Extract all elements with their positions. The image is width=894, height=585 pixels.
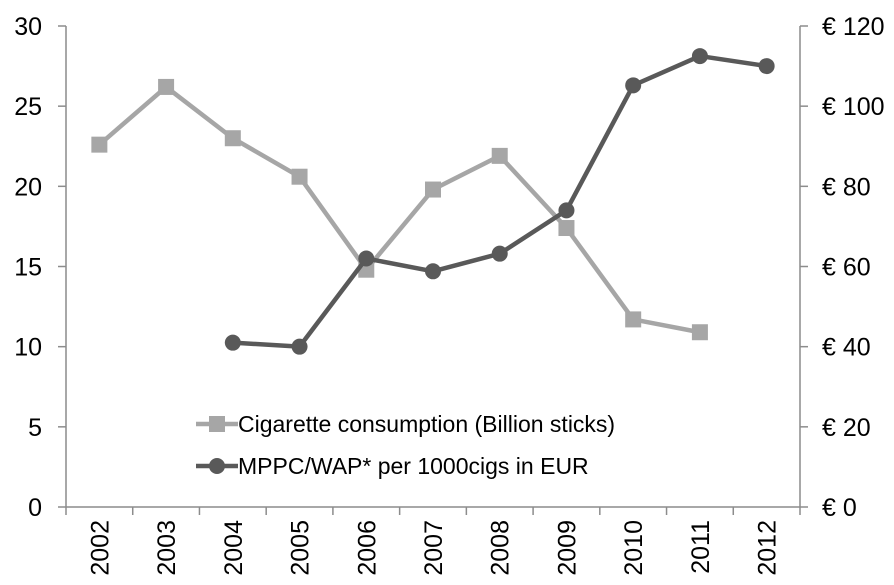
x-tick-label: 2010 [620,520,648,576]
series-line [232,53,767,349]
data-point-circle [425,263,441,280]
axes-layer: 0 5 10 15 20 25 30 € 0 € 20 € 40 € 60 € 80 € 100 € 12… [14,13,884,576]
series-layer [91,48,775,355]
x-tick-label: 2008 [487,520,515,576]
data-point-circle [691,48,708,65]
data-point-circle [358,250,375,267]
data-point-circle [625,77,642,94]
right-y-tick-label: € 0 [822,494,857,522]
left-y-tick-label: 20 [14,173,42,201]
series-cigarette-consumption [91,78,708,341]
data-point-circle [558,202,575,219]
right-y-tick-label: € 100 [822,93,885,121]
x-tick-label: 2007 [420,520,448,576]
x-tick-label: 2012 [754,520,782,576]
data-point-circle [758,58,775,75]
left-y-tick-label: 15 [14,254,42,282]
x-tick-label: 2003 [153,520,181,576]
legend-entry: MPPC/WAP* per 1000cigs in EUR [196,453,589,479]
data-point-square [91,136,108,153]
x-tick-label: 2009 [553,520,581,576]
left-y-tick-label: 5 [28,414,42,442]
left-y-tick-label: 25 [14,93,42,121]
x-tick-label: 2006 [353,520,381,576]
left-y-tick-label: 30 [14,13,42,41]
left-y-tick-label: 0 [28,494,42,522]
x-tick-label: 2011 [687,520,715,574]
x-tick-label: 2004 [220,520,248,576]
right-y-tick-label: € 40 [822,334,871,362]
data-point-square [691,324,708,341]
series-mppc-wap [224,48,775,355]
x-tick-label: 2002 [86,520,114,576]
legend-label: Cigarette consumption (Billion sticks) [238,411,615,437]
data-point-square [425,181,441,198]
right-y-tick-label: € 120 [822,13,885,41]
left-y-tick-label: 10 [14,334,42,362]
legend-marker-square [209,416,225,432]
data-point-circle [491,245,508,262]
data-point-square [158,78,175,95]
right-y-tick-label: € 20 [822,414,871,442]
right-y-tick-label: € 60 [822,254,871,282]
data-point-circle [224,334,241,351]
legend-label: MPPC/WAP* per 1000cigs in EUR [238,453,589,479]
x-tick-label: 2005 [287,520,315,576]
legend-marker-circle [209,458,225,474]
series-line [97,84,701,335]
data-point-square [625,311,642,328]
data-point-square [558,220,575,237]
data-point-square [291,168,308,185]
data-point-circle [291,338,308,355]
legend: Cigarette consumption (Billion sticks) MP… [196,411,615,479]
data-point-square [491,147,508,164]
legend-entry: Cigarette consumption (Billion sticks) [196,411,615,437]
right-y-tick-label: € 80 [822,173,871,201]
data-point-square [224,130,241,147]
